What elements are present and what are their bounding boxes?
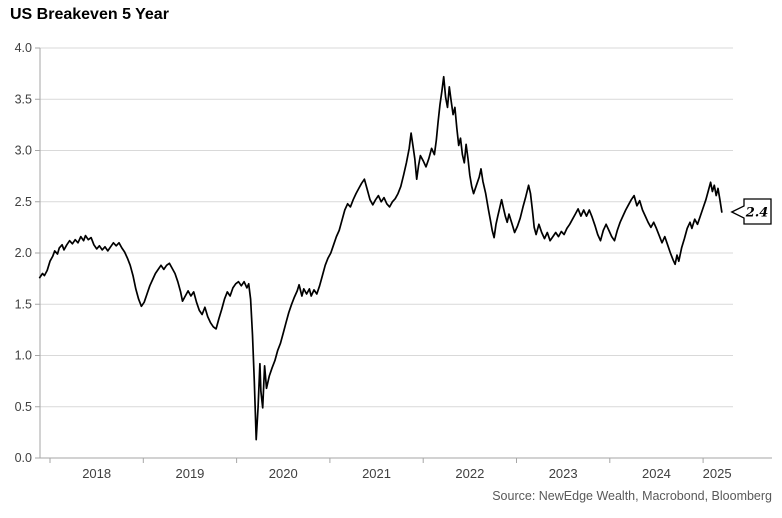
x-tick-label: 2021 [362, 466, 391, 481]
x-tick-label: 2019 [175, 466, 204, 481]
gridlines [40, 47, 733, 459]
x-tick-label: 2024 [642, 466, 671, 481]
x-tick-label: 2025 [703, 466, 732, 481]
chart-title: US Breakeven 5 Year [10, 6, 169, 23]
y-tick-label: 1.5 [15, 297, 32, 311]
x-tick-label: 2023 [549, 466, 578, 481]
y-tick-label: 4.0 [15, 41, 32, 55]
breakeven-line-series [38, 75, 723, 441]
y-tick-label: 0.0 [15, 451, 32, 465]
x-tick-label: 2022 [455, 466, 484, 481]
axes [35, 47, 772, 463]
y-tick-label: 2.0 [15, 246, 32, 260]
y-tick-label: 3.5 [15, 92, 32, 106]
y-tick-label: 1.0 [15, 349, 32, 363]
y-tick-label: 2.5 [15, 195, 32, 209]
last-value-label: 2.4 [745, 206, 769, 221]
source-credit: Source: NewEdge Wealth, Macrobond, Bloom… [492, 489, 772, 503]
y-tick-label: 0.5 [15, 400, 32, 414]
axis-tick-labels: 4.0 3.5 3.0 2.5 2.0 1.5 1.0 0.5 0.0 2018 2019 2020 2… [15, 41, 732, 481]
x-tick-label: 2018 [82, 466, 111, 481]
y-tick-label: 3.0 [15, 144, 32, 158]
last-value-callout: 2.4 [730, 198, 772, 225]
callout-bubble [730, 198, 772, 225]
x-tick-label: 2020 [269, 466, 298, 481]
